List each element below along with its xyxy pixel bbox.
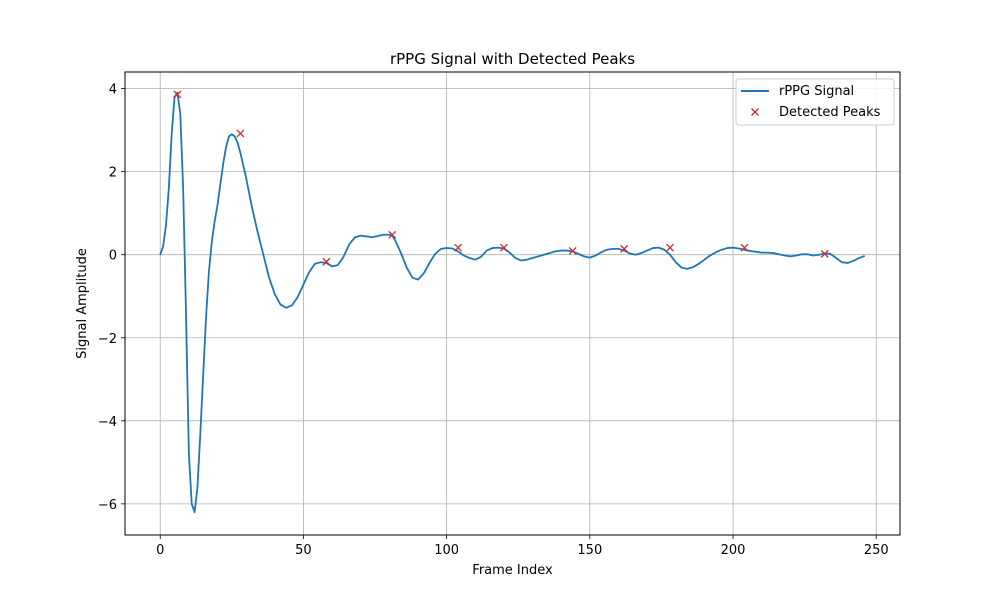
x-axis-label: Frame Index — [472, 563, 553, 578]
legend: rPPG Signal Detected Peaks — [735, 78, 895, 126]
y-tick-label: −6 — [98, 498, 117, 513]
x-tick-label: 200 — [721, 543, 746, 558]
peak-marker — [173, 90, 182, 99]
peak-marker — [388, 230, 397, 239]
y-tick-label: 4 — [109, 83, 117, 98]
legend-swatch-peaks — [751, 108, 759, 116]
axis-ticks: 0 50 100 150 200 250 4 2 0 −2 −4 −6 — [98, 83, 889, 558]
peak-marker — [620, 244, 629, 253]
peak-marker — [568, 247, 577, 255]
y-tick-label: 0 — [109, 249, 117, 264]
chart-title: rPPG Signal with Detected Peaks — [390, 50, 635, 68]
x-tick-label: 0 — [156, 543, 164, 558]
peak-marker — [322, 257, 331, 266]
y-tick-label: 2 — [109, 166, 117, 181]
peak-marker — [499, 243, 508, 252]
legend-box — [735, 78, 895, 126]
peak-marker — [454, 243, 463, 252]
y-tick-label: −4 — [98, 415, 117, 430]
plot-frame — [124, 71, 901, 536]
y-axis-label: Signal Amplitude — [75, 248, 90, 359]
x-tick-label: 250 — [864, 543, 889, 558]
series-line-rppg-signal — [159, 91, 866, 514]
legend-label-peaks: Detected Peaks — [779, 105, 881, 120]
x-tick-label: 100 — [434, 543, 459, 558]
peak-marker — [740, 243, 749, 252]
data-layer — [159, 90, 866, 514]
y-tick-label: −2 — [98, 332, 117, 347]
peak-marker — [820, 249, 829, 258]
x-tick-label: 50 — [295, 543, 312, 558]
peak-marker — [236, 129, 245, 138]
legend-label-signal: rPPG Signal — [779, 84, 854, 99]
peak-marker — [666, 243, 674, 252]
x-tick-label: 150 — [577, 543, 602, 558]
